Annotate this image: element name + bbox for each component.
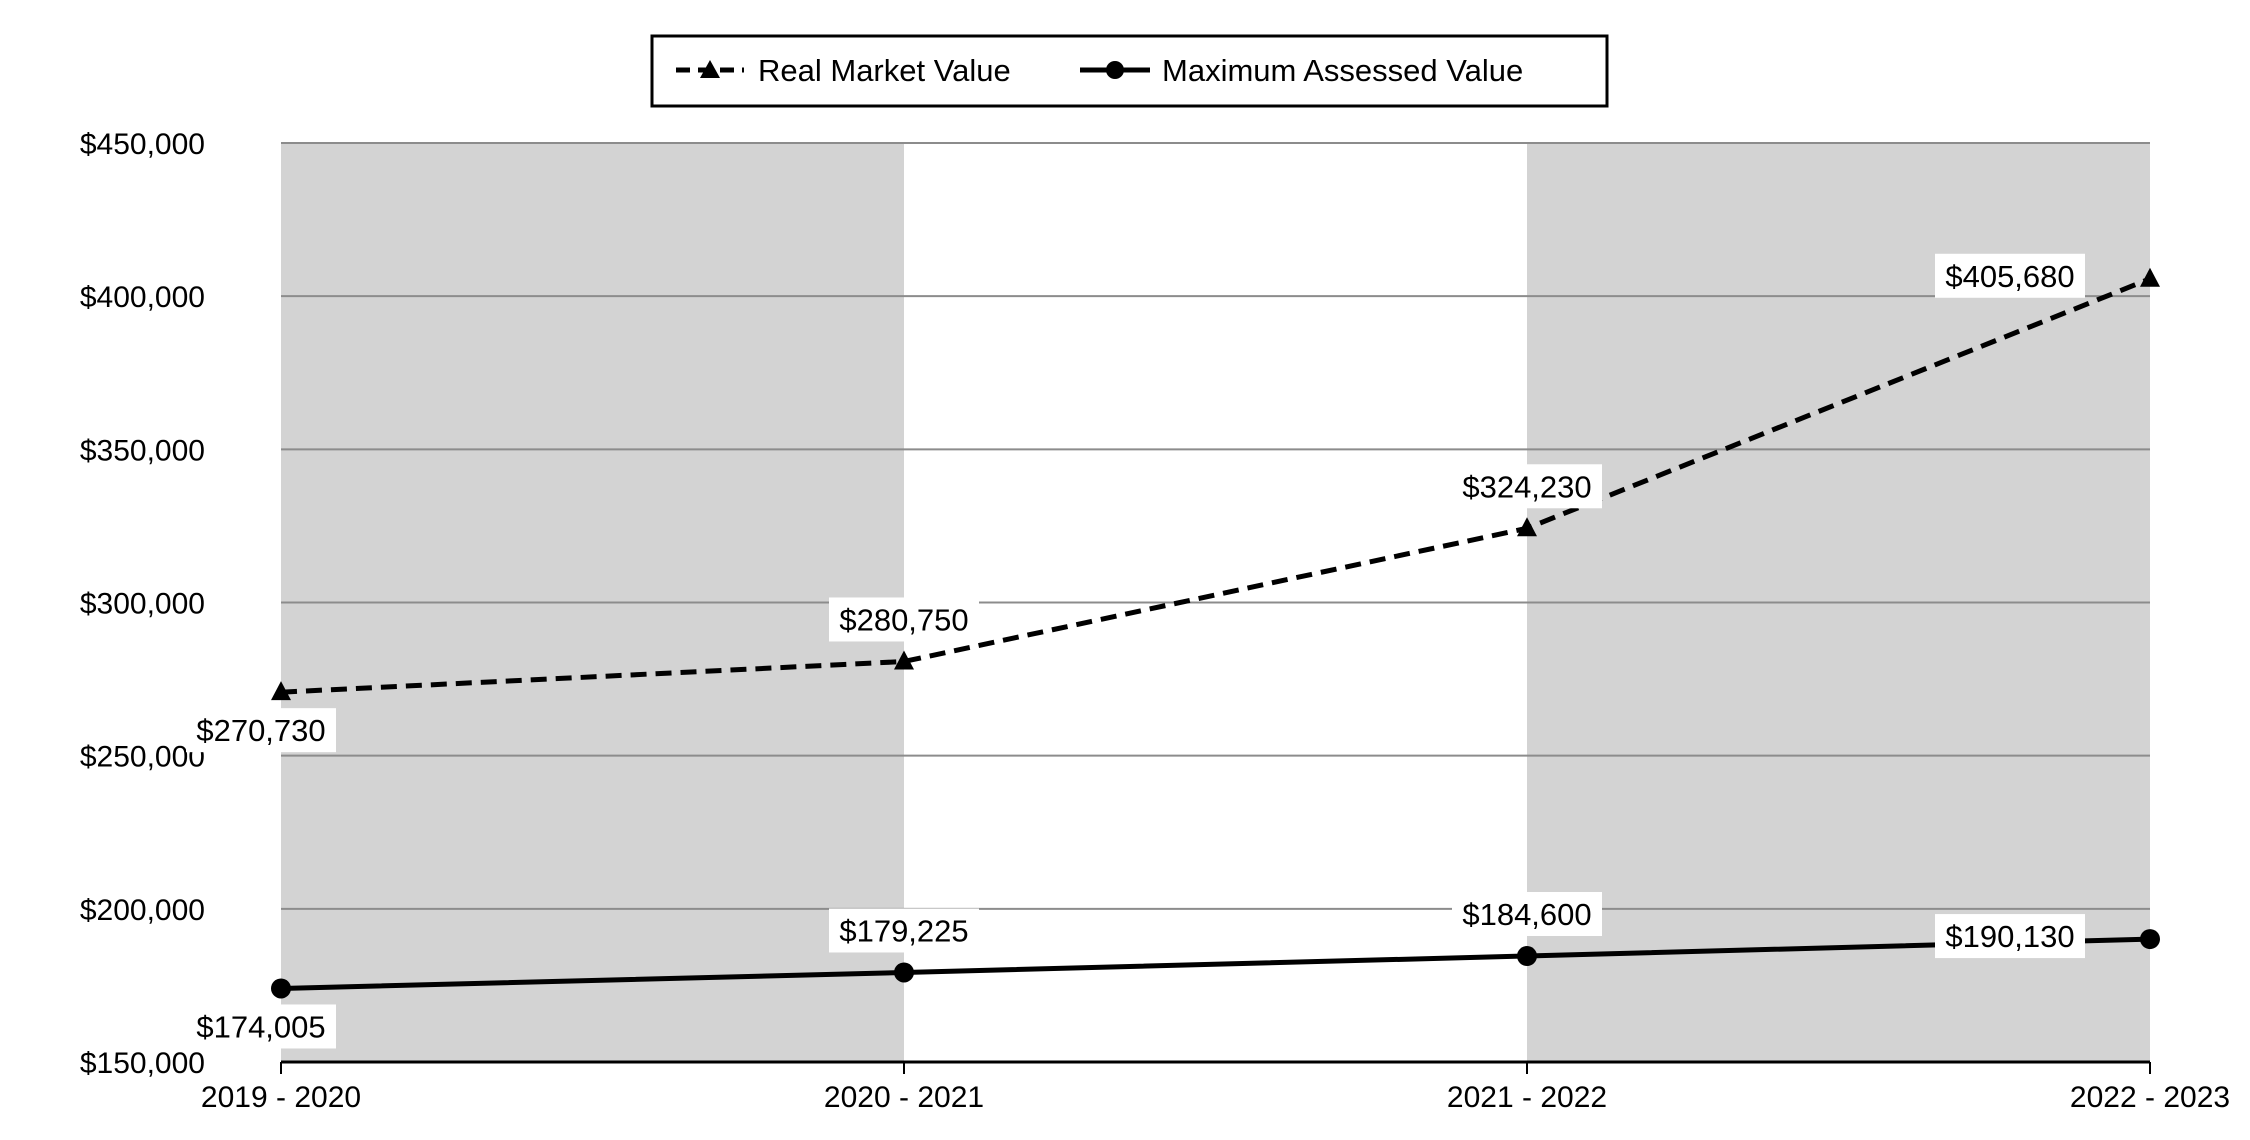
series-line-maximum-assessed-value — [280, 936, 2151, 991]
axes — [280, 1060, 2151, 1074]
marker-triangle-0 — [271, 681, 291, 701]
marker-circle-2 — [1517, 946, 1537, 967]
data-label-background — [829, 597, 979, 642]
x-tick-label: 2022 - 2023 — [2070, 1081, 2230, 1114]
data-label-group: $405,680 — [1935, 253, 2085, 298]
data-label-group: $179,225 — [829, 908, 979, 953]
data-label-group: $324,230 — [1452, 464, 1602, 509]
series-lines — [280, 276, 2151, 991]
marker-circle-3 — [2140, 929, 2160, 950]
data-label-group: $270,730 — [186, 708, 336, 753]
x-tick-label: 2019 - 2020 — [201, 1081, 361, 1114]
y-tick-label: $350,000 — [80, 434, 205, 467]
data-label-background — [1452, 464, 1602, 509]
marker-triangle-2 — [1517, 517, 1537, 537]
series-markers — [271, 267, 2160, 999]
data-label-group: $190,130 — [1935, 914, 2085, 959]
marker-circle-1 — [894, 962, 914, 983]
marker-triangle-1 — [894, 650, 914, 670]
data-label-background — [829, 908, 979, 953]
data-label-background — [1452, 892, 1602, 937]
y-tick-label: $200,000 — [80, 894, 205, 927]
data-label-background — [186, 708, 336, 753]
data-label-group: $184,600 — [1452, 892, 1602, 937]
y-tick-label: $250,000 — [80, 741, 205, 774]
legend-label-maximum-assessed-value: Maximum Assessed Value — [1162, 53, 1523, 88]
marker-circle-0 — [271, 978, 291, 999]
data-label-group: $280,750 — [829, 597, 979, 642]
legend: Real Market Value Maximum Assessed Value — [650, 34, 1609, 108]
data-label: $280,750 — [839, 602, 968, 637]
y-tick-label: $400,000 — [80, 281, 205, 314]
series-line-real-market-value — [280, 276, 2151, 695]
data-label-background — [1935, 914, 2085, 959]
legend-marker-circle — [1106, 61, 1124, 79]
data-label: $190,130 — [1945, 919, 2074, 954]
data-label: $324,230 — [1462, 469, 1591, 504]
y-tick-label: $150,000 — [80, 1047, 205, 1080]
data-label: $405,680 — [1945, 259, 2074, 294]
data-label: $179,225 — [839, 913, 968, 948]
data-label-background — [186, 1004, 336, 1049]
marker-triangle-3 — [2140, 267, 2160, 287]
data-label: $184,600 — [1462, 897, 1591, 932]
y-tick-label: $300,000 — [80, 588, 205, 621]
x-axis-tick-labels: 2019 - 2020 2020 - 2021 2021 - 2022 2022 - … — [201, 1081, 2230, 1114]
data-label-background — [1935, 253, 2085, 298]
data-labels: $270,730 $280,750 $324,230 $405,680 $174,005… — [186, 253, 2085, 1049]
data-label: $174,005 — [196, 1009, 325, 1044]
data-label: $270,730 — [196, 713, 325, 748]
data-label-group: $174,005 — [186, 1004, 336, 1049]
y-axis-tick-labels: $150,000 $200,000 $250,000 $300,000 $350,000… — [80, 128, 205, 1080]
y-tick-label: $450,000 — [80, 128, 205, 161]
legend-marker-triangle — [700, 60, 720, 78]
gridlines — [281, 142, 2150, 910]
x-tick-label: 2021 - 2022 — [1447, 1081, 1607, 1114]
x-tick-label: 2020 - 2021 — [824, 1081, 984, 1114]
legend-label-real-market-value: Real Market Value — [758, 53, 1011, 88]
